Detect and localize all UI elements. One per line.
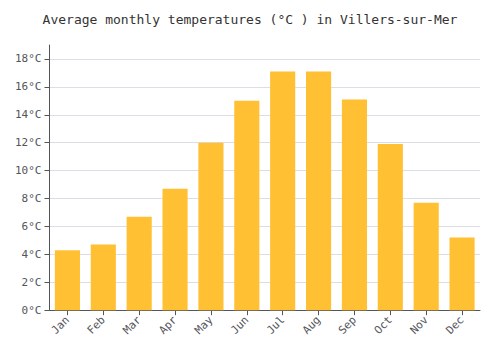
svg-text:Jan: Jan (49, 314, 72, 337)
svg-text:14°C: 14°C (15, 108, 42, 121)
svg-text:2°C: 2°C (22, 276, 42, 289)
svg-text:Aug: Aug (300, 314, 323, 337)
svg-text:May: May (192, 313, 215, 336)
svg-text:Oct: Oct (372, 314, 395, 337)
svg-text:Sep: Sep (336, 314, 359, 337)
svg-text:Average monthly temperatures (: Average monthly temperatures (°C ) in Vi… (43, 12, 458, 27)
svg-text:Jul: Jul (264, 314, 287, 337)
svg-text:Apr: Apr (156, 313, 179, 336)
svg-text:Jun: Jun (228, 314, 251, 337)
svg-text:4°C: 4°C (22, 248, 42, 261)
svg-text:12°C: 12°C (15, 136, 42, 149)
svg-text:Mar: Mar (121, 313, 144, 336)
svg-text:6°C: 6°C (22, 220, 42, 233)
svg-text:16°C: 16°C (15, 80, 42, 93)
svg-text:Dec: Dec (443, 314, 466, 337)
svg-text:18°C: 18°C (15, 52, 42, 65)
svg-text:Nov: Nov (408, 313, 431, 336)
svg-text:10°C: 10°C (15, 164, 42, 177)
svg-text:0°C: 0°C (22, 304, 42, 317)
svg-text:8°C: 8°C (22, 192, 42, 205)
svg-text:Feb: Feb (85, 314, 108, 337)
